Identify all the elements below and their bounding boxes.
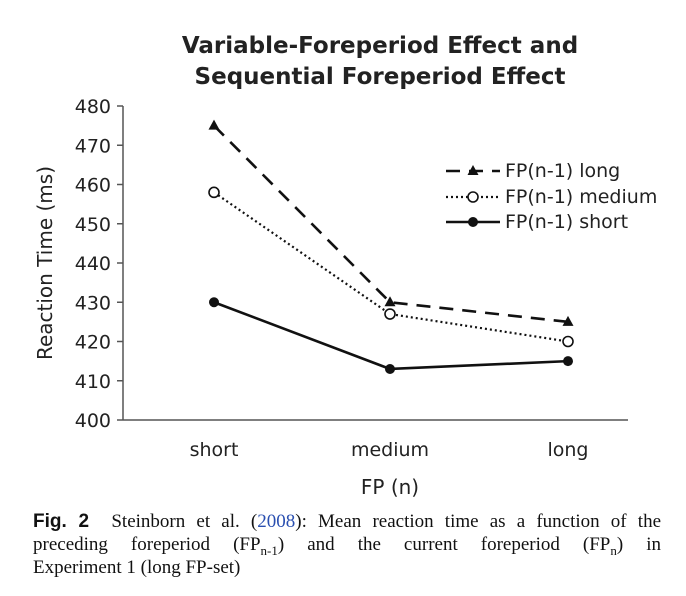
legend-label: FP(n-1) medium [505, 186, 657, 208]
data-point [208, 119, 220, 130]
caption-text-2a: preceding foreperiod (FP [33, 534, 261, 555]
caption-text-2c: ) in [616, 534, 662, 555]
caption-subscript-n: n [610, 542, 617, 558]
series-dotted [208, 186, 574, 348]
series-line [213, 124, 569, 324]
axes: 400 410 420 430 440 450 460 470 480 short medium lo… [33, 96, 628, 499]
data-point [208, 186, 220, 199]
chart-title: Variable-Foreperiod Effect and Sequential… [182, 33, 578, 90]
y-axis-label: Reaction Time (ms) [33, 166, 57, 360]
data-point [563, 356, 573, 367]
y-tick-label: 450 [75, 214, 111, 236]
y-tick-label: 470 [75, 135, 111, 157]
figure-caption: Fig. 2 Steinborn et al. (2008): Mean rea… [33, 510, 661, 579]
legend-label: FP(n-1) long [505, 160, 620, 182]
legend-marker [468, 217, 478, 227]
series-group [208, 119, 574, 374]
x-tick-label: medium [351, 439, 429, 461]
x-tick-label: long [547, 439, 588, 461]
series-line [213, 191, 569, 343]
y-tick-label: 430 [75, 292, 111, 314]
caption-line-2: preceding foreperiod (FPn-1) and the cur… [33, 533, 662, 558]
data-point [385, 363, 395, 374]
legend: FP(n-1) long FP(n-1) medium FP(n-1) short [446, 160, 657, 233]
legend-entry: FP(n-1) long [446, 160, 620, 182]
chart-title-line-2: Sequential Foreperiod Effect [195, 64, 566, 90]
legend-entry: FP(n-1) short [446, 211, 628, 233]
data-point [562, 335, 574, 348]
y-tick-label: 480 [75, 96, 111, 118]
legend-marker [467, 165, 479, 175]
y-tick-label: 460 [75, 175, 111, 197]
legend-label: FP(n-1) short [505, 211, 628, 233]
y-tick-label: 420 [75, 332, 111, 354]
caption-figure-label: Fig. 2 [33, 511, 90, 532]
caption-subscript-n-1: n-1 [260, 542, 278, 558]
line-chart: Variable-Foreperiod Effect and Sequential… [33, 33, 657, 499]
data-point [209, 297, 219, 308]
y-tick-label: 400 [75, 410, 111, 432]
caption-text-2b: ) and the current foreperiod (FP [277, 534, 611, 555]
data-point [384, 308, 396, 320]
legend-marker [467, 191, 479, 203]
data-point [384, 296, 396, 307]
caption-line-3: Experiment 1 (long FP-set) [33, 557, 241, 578]
y-tick-label: 440 [75, 253, 111, 275]
x-axis-label: FP (n) [361, 475, 419, 499]
series-dashed [208, 119, 574, 326]
chart-title-line-1: Variable-Foreperiod Effect and [182, 33, 578, 59]
caption-citation-year-link[interactable]: 2008 [257, 511, 296, 532]
data-point [562, 315, 574, 326]
series-solid [209, 297, 573, 374]
legend-entry: FP(n-1) medium [446, 186, 657, 208]
caption-line-1: Fig. 2 Steinborn et al. (2008): Mean rea… [33, 510, 661, 533]
x-tick-label: short [190, 439, 239, 461]
caption-text-1: ): Mean reaction time as a function of t… [295, 511, 661, 532]
caption-author: Steinborn et al. ( [111, 511, 258, 532]
y-tick-label: 410 [75, 371, 111, 393]
